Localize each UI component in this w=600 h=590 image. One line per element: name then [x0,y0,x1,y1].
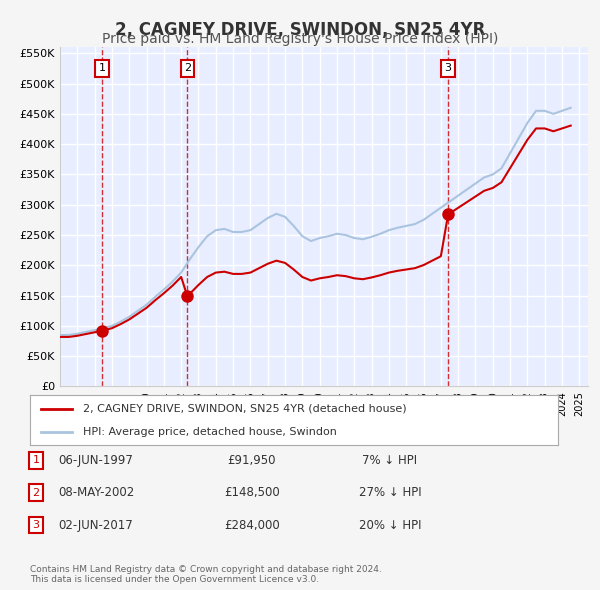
Text: 3: 3 [445,63,452,73]
Text: Price paid vs. HM Land Registry's House Price Index (HPI): Price paid vs. HM Land Registry's House … [102,32,498,47]
Text: 06-JUN-1997: 06-JUN-1997 [59,454,133,467]
Text: 3: 3 [32,520,40,530]
Text: 2: 2 [32,488,40,497]
Text: 2: 2 [184,63,191,73]
Text: HPI: Average price, detached house, Swindon: HPI: Average price, detached house, Swin… [83,427,337,437]
Text: 02-JUN-2017: 02-JUN-2017 [59,519,133,532]
Text: £284,000: £284,000 [224,519,280,532]
Text: Contains HM Land Registry data © Crown copyright and database right 2024.
This d: Contains HM Land Registry data © Crown c… [30,565,382,584]
Text: 20% ↓ HPI: 20% ↓ HPI [359,519,421,532]
Text: 2, CAGNEY DRIVE, SWINDON, SN25 4YR (detached house): 2, CAGNEY DRIVE, SWINDON, SN25 4YR (deta… [83,404,406,414]
Text: 1: 1 [32,455,40,465]
Text: 2, CAGNEY DRIVE, SWINDON, SN25 4YR: 2, CAGNEY DRIVE, SWINDON, SN25 4YR [115,21,485,39]
Text: 1: 1 [99,63,106,73]
Text: 7% ↓ HPI: 7% ↓ HPI [362,454,418,467]
Text: £148,500: £148,500 [224,486,280,499]
Text: £91,950: £91,950 [228,454,276,467]
Text: 08-MAY-2002: 08-MAY-2002 [58,486,134,499]
Text: 27% ↓ HPI: 27% ↓ HPI [359,486,421,499]
